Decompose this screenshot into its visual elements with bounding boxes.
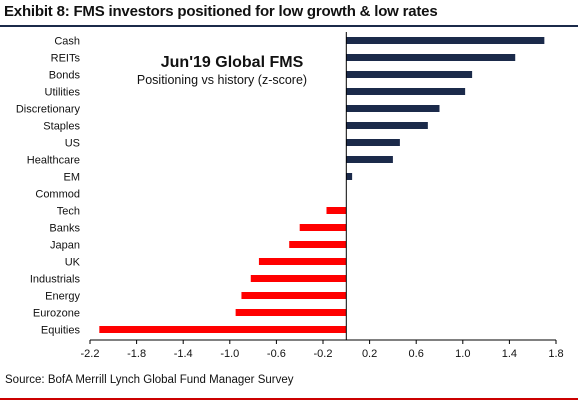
bar-chart: Jun'19 Global FMS Positioning vs history… [16, 32, 564, 360]
x-tick-label: -1.0 [220, 348, 239, 360]
x-tick-label: -1.4 [174, 348, 193, 360]
category-label-uk: UK [65, 257, 81, 269]
bar-em [346, 173, 353, 180]
bar-equities [99, 326, 347, 333]
x-tick-label: -2.2 [81, 348, 100, 360]
category-label-em: EM [64, 172, 81, 184]
x-axis: -2.2 -1.8 -1.4 -1.0 -0.6 -0.2 0.2 0.6 1.0 1.4 1.8 [81, 32, 564, 360]
x-tick-label: -0.2 [314, 348, 333, 360]
bar-tech [326, 207, 347, 214]
bar-staples [346, 122, 428, 129]
annotation-subtitle: Positioning vs history (z-score) [137, 73, 307, 87]
bar-industrials [250, 275, 347, 282]
annotation-title: Jun'19 Global FMS [161, 54, 304, 71]
source-note: Source: BofA Merrill Lynch Global Fund M… [5, 374, 294, 386]
bars-group [99, 37, 545, 333]
bar-banks [299, 224, 347, 231]
bar-healthcare [346, 156, 393, 163]
category-label-discretionary: Discretionary [16, 104, 81, 116]
category-label-commod: Commod [35, 189, 80, 201]
x-tick-label: 1.4 [502, 348, 517, 360]
bar-us [346, 139, 400, 146]
footer-divider [0, 398, 578, 400]
category-label-reits: REITs [51, 53, 81, 65]
x-tick-label: 0.6 [409, 348, 424, 360]
category-label-us: US [65, 138, 80, 150]
bar-japan [289, 241, 347, 248]
category-label-bonds: Bonds [49, 70, 81, 82]
x-tick-label: -1.8 [127, 348, 146, 360]
x-tick-label: 1.0 [455, 348, 470, 360]
x-tick-label: 0.2 [362, 348, 377, 360]
category-label-healthcare: Healthcare [27, 155, 80, 167]
category-label-equities: Equities [41, 325, 81, 337]
bar-uk [258, 258, 347, 265]
category-label-industrials: Industrials [30, 274, 81, 286]
bar-energy [241, 292, 347, 299]
bar-bonds [346, 71, 473, 78]
bar-reits [346, 54, 516, 61]
category-label-banks: Banks [49, 223, 80, 235]
category-label-japan: Japan [50, 240, 80, 252]
bar-cash [346, 37, 545, 44]
bar-utilities [346, 88, 466, 95]
category-labels: Cash REITs Bonds Utilities Discretionary Stap… [16, 36, 81, 337]
category-label-energy: Energy [45, 291, 80, 303]
chart-title: Exhibit 8: FMS investors positioned for … [4, 3, 438, 20]
title-divider [0, 25, 578, 27]
category-label-tech: Tech [57, 206, 80, 218]
x-tick-label: 1.8 [548, 348, 563, 360]
bar-discretionary [346, 105, 440, 112]
bar-eurozone [235, 309, 347, 316]
category-label-eurozone: Eurozone [33, 308, 80, 320]
category-label-utilities: Utilities [45, 87, 81, 99]
x-tick-label: -0.6 [267, 348, 286, 360]
category-label-cash: Cash [54, 36, 80, 48]
category-label-staples: Staples [43, 121, 80, 133]
